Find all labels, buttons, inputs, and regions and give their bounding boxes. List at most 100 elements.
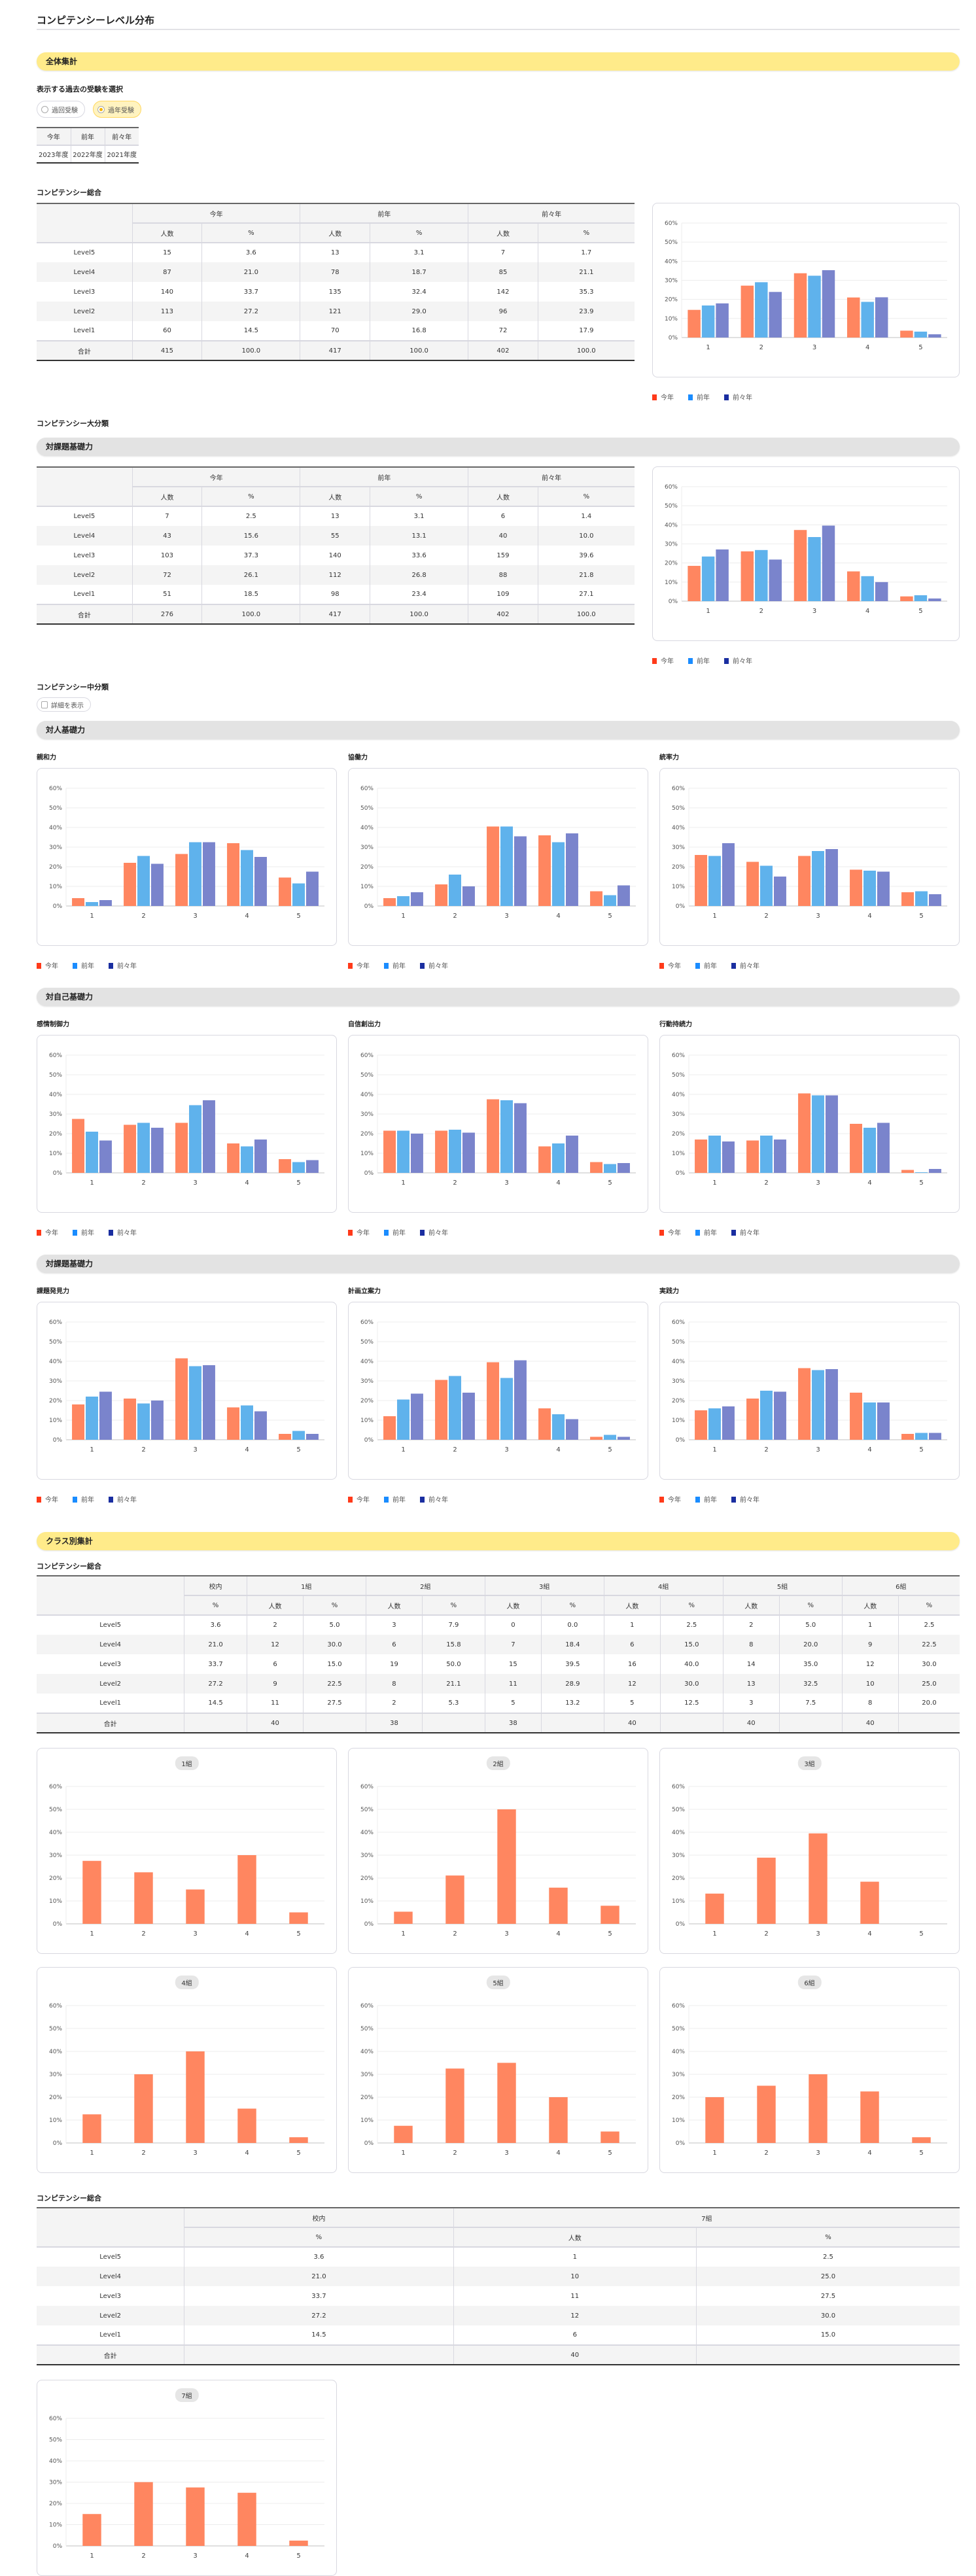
y-tick-label: 10% (360, 1151, 374, 1157)
radio-past-year-exam[interactable]: 過年受験 (93, 101, 141, 118)
legend-item[interactable]: 前年 (688, 392, 710, 402)
legend-item[interactable]: 前々年 (731, 1227, 759, 1237)
legend-item[interactable]: 今年 (37, 1494, 58, 1504)
legend-item[interactable]: 前々年 (420, 1227, 448, 1237)
legend-item[interactable]: 前々年 (109, 960, 137, 970)
legend-item[interactable]: 前年 (73, 960, 94, 970)
y-tick-label: 50% (665, 239, 678, 246)
table-row: Level5 15 3.6 13 3.1 7 1.7 (37, 243, 635, 262)
legend-label: 前年 (81, 962, 94, 970)
legend-item[interactable]: 今年 (37, 1227, 58, 1237)
legend-item[interactable]: 今年 (348, 1227, 370, 1237)
legend-item[interactable]: 今年 (659, 960, 681, 970)
legend-label: 前年 (697, 657, 710, 665)
table-cell: 14.5 (201, 321, 301, 341)
table-cell: 100.0 (201, 340, 301, 360)
bar (186, 2051, 205, 2143)
legend-swatch-icon (384, 963, 389, 969)
bar (227, 1143, 240, 1173)
bar (798, 1368, 811, 1440)
chart-title: 行動持続力 (659, 1021, 692, 1028)
legend-item[interactable]: 前々年 (109, 1227, 137, 1237)
legend-item[interactable]: 今年 (659, 1227, 681, 1237)
table-cell: 7.5 (778, 1694, 843, 1713)
bar (186, 1889, 205, 1924)
table-cell: 29.0 (369, 302, 469, 321)
bar (150, 1401, 164, 1440)
bar (279, 1434, 292, 1440)
bar-chart: 0% 10% 20% 30% 40% 50% 60% 1 2 3 4 5 (49, 2416, 324, 2560)
y-tick-label: 50% (49, 2437, 62, 2444)
table-cell: 140 (131, 282, 203, 302)
legend-item[interactable]: 前年 (384, 1227, 406, 1237)
row-label: Level3 (37, 282, 133, 302)
legend-item[interactable]: 前々年 (731, 960, 759, 970)
legend-item[interactable]: 前々年 (724, 655, 752, 665)
y-tick-label: 10% (360, 1898, 374, 1905)
x-tick-label: 2 (141, 1446, 145, 1453)
bar (755, 282, 768, 338)
legend-item[interactable]: 今年 (652, 655, 674, 665)
legend-label: 今年 (357, 1229, 370, 1237)
legend-label: 今年 (357, 962, 370, 970)
x-tick-label: 5 (608, 2150, 612, 2157)
class-table-wrap: 校内 1組 2組 3組 4組 5組 6組% 人数% 人数% 人数% 人数% 人数% 人数% Level5 3… (37, 1575, 960, 1733)
chart-column: 協働力 0% 10% 20% 30% 40% 50% 60% 1 2 3 4 5 今年 前年 前々年 (348, 744, 648, 970)
legend-swatch-icon (73, 1497, 77, 1503)
bar (812, 1370, 824, 1440)
legend-item[interactable]: 前年 (384, 1494, 406, 1504)
x-tick-label: 2 (764, 1930, 768, 1938)
total-title: コンピテンシー総合 (37, 188, 101, 197)
legend-item[interactable]: 前年 (695, 1494, 717, 1504)
x-tick-label: 5 (296, 1446, 300, 1453)
legend-swatch-icon (37, 963, 41, 969)
legend-item[interactable]: 前々年 (420, 960, 448, 970)
legend-item[interactable]: 今年 (348, 960, 370, 970)
bar (601, 1906, 619, 1924)
radio-previous-exam[interactable]: 過回受験 (37, 101, 85, 118)
y-tick-label: 0% (53, 2543, 63, 2550)
checkbox-icon (41, 701, 48, 708)
legend-item[interactable]: 前々年 (109, 1494, 137, 1504)
legend-item[interactable]: 今年 (348, 1494, 370, 1504)
bar (565, 1136, 578, 1173)
legend-item[interactable]: 今年 (659, 1494, 681, 1504)
table-cell: 5.0 (303, 1615, 366, 1635)
chart-column: 感情制御力 0% 10% 20% 30% 40% 50% 60% 1 2 3 4 5 今年 前年 前々年 (37, 1011, 337, 1237)
x-tick-label: 5 (608, 1446, 612, 1453)
bar (757, 1857, 776, 1924)
legend-item[interactable]: 前々年 (420, 1494, 448, 1504)
table-cell: 38 (484, 1713, 542, 1733)
legend-item[interactable]: 前年 (384, 960, 406, 970)
group-header: 7組 (453, 2208, 960, 2228)
radio-icon (97, 105, 105, 113)
column-header: % (184, 2227, 454, 2248)
legend-item[interactable]: 前年 (688, 655, 710, 665)
legend-item[interactable]: 前年 (73, 1227, 94, 1237)
bar-chart: 0% 10% 20% 30% 40% 50% 60% 1 2 3 4 5 (360, 1319, 636, 1453)
bar (863, 1128, 876, 1173)
y-tick-label: 40% (672, 825, 685, 831)
y-tick-label: 30% (672, 1378, 685, 1385)
group-header: 前々年 (468, 467, 635, 487)
row-label: Level5 (37, 1615, 185, 1635)
legend-item[interactable]: 前年 (695, 1227, 717, 1237)
legend-item[interactable]: 今年 (652, 392, 674, 402)
legend-item[interactable]: 前々年 (731, 1494, 759, 1504)
legend-item[interactable]: 前年 (73, 1494, 94, 1504)
y-tick-label: 20% (672, 2095, 685, 2101)
exam-radio-group: 過回受験 過年受験 (37, 101, 960, 118)
x-tick-label: 1 (401, 2150, 405, 2157)
bar (410, 1134, 423, 1173)
table-cell: 2.5 (695, 2247, 960, 2267)
bar (383, 1130, 396, 1173)
legend-item[interactable]: 前々年 (724, 392, 752, 402)
legend-item[interactable]: 前年 (695, 960, 717, 970)
bar-chart: 0% 10% 20% 30% 40% 50% 60% 1 2 3 4 5 (672, 786, 947, 920)
show-detail-checkbox[interactable]: 詳細を表示 (37, 697, 91, 712)
bar (186, 2487, 205, 2546)
bar-chart: 0% 10% 20% 30% 40% 50% 60% 1 2 3 4 5 (665, 484, 947, 615)
legend-item[interactable]: 今年 (37, 960, 58, 970)
bar (241, 850, 253, 906)
column-header: 人数 (132, 487, 203, 507)
